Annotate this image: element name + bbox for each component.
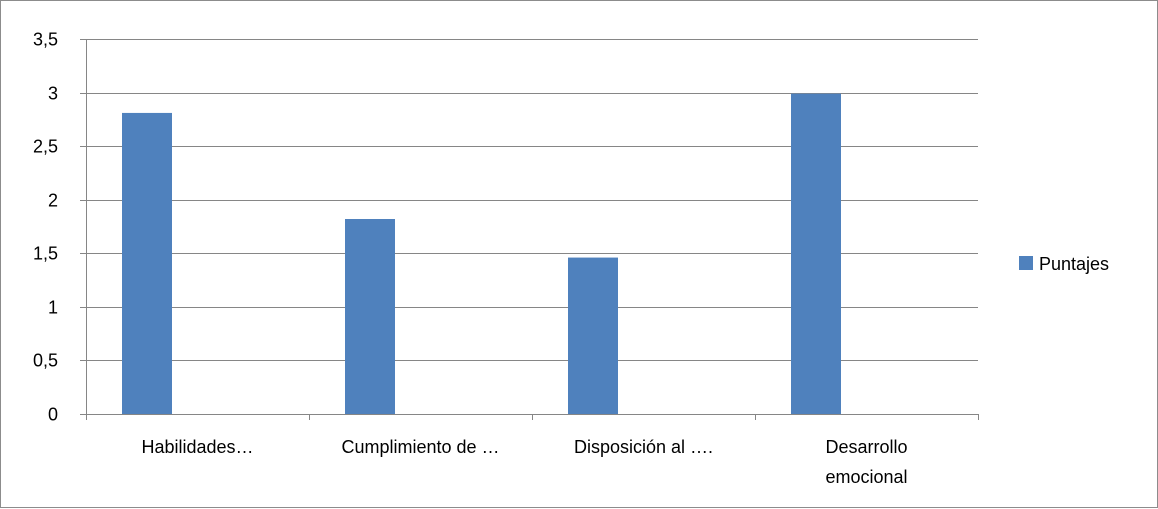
y-tick-label: 3,5 bbox=[33, 30, 58, 50]
x-tick-label-line: Disposición al …. bbox=[574, 437, 713, 457]
x-tick-label-line: Habilidades… bbox=[141, 437, 253, 457]
y-tick-label: 1,5 bbox=[33, 244, 58, 264]
y-axis-tick-labels: 0 0,5 1 1,5 2 2,5 3 3,5 bbox=[33, 30, 58, 425]
y-tick-label: 0,5 bbox=[33, 351, 58, 371]
x-axis-tick-labels: Habilidades… Cumplimiento de … Disposición… bbox=[141, 437, 907, 487]
bar bbox=[568, 257, 618, 414]
x-tick-label: Desarrollo emocional bbox=[825, 437, 907, 487]
y-tick-label: 1 bbox=[48, 298, 58, 318]
axes bbox=[80, 39, 979, 420]
y-tick-label: 0 bbox=[48, 405, 58, 425]
bar bbox=[345, 219, 395, 414]
y-tick-label: 2,5 bbox=[33, 137, 58, 157]
x-tick-label-line: Desarrollo bbox=[825, 437, 907, 457]
bar bbox=[122, 112, 172, 414]
x-tick-label-line: Cumplimiento de … bbox=[341, 437, 499, 457]
bar bbox=[791, 93, 841, 415]
legend: Puntajes bbox=[1019, 254, 1109, 274]
bars bbox=[122, 93, 841, 415]
x-tick-label: Cumplimiento de … bbox=[341, 437, 499, 457]
legend-label: Puntajes bbox=[1039, 254, 1109, 274]
y-tick-label: 3 bbox=[48, 84, 58, 104]
x-tick-label: Disposición al …. bbox=[574, 437, 713, 457]
y-tick-label: 2 bbox=[48, 191, 58, 211]
gridlines bbox=[86, 39, 978, 361]
x-tick-label-line: emocional bbox=[825, 467, 907, 487]
x-tick-label: Habilidades… bbox=[141, 437, 253, 457]
legend-swatch bbox=[1019, 256, 1033, 270]
